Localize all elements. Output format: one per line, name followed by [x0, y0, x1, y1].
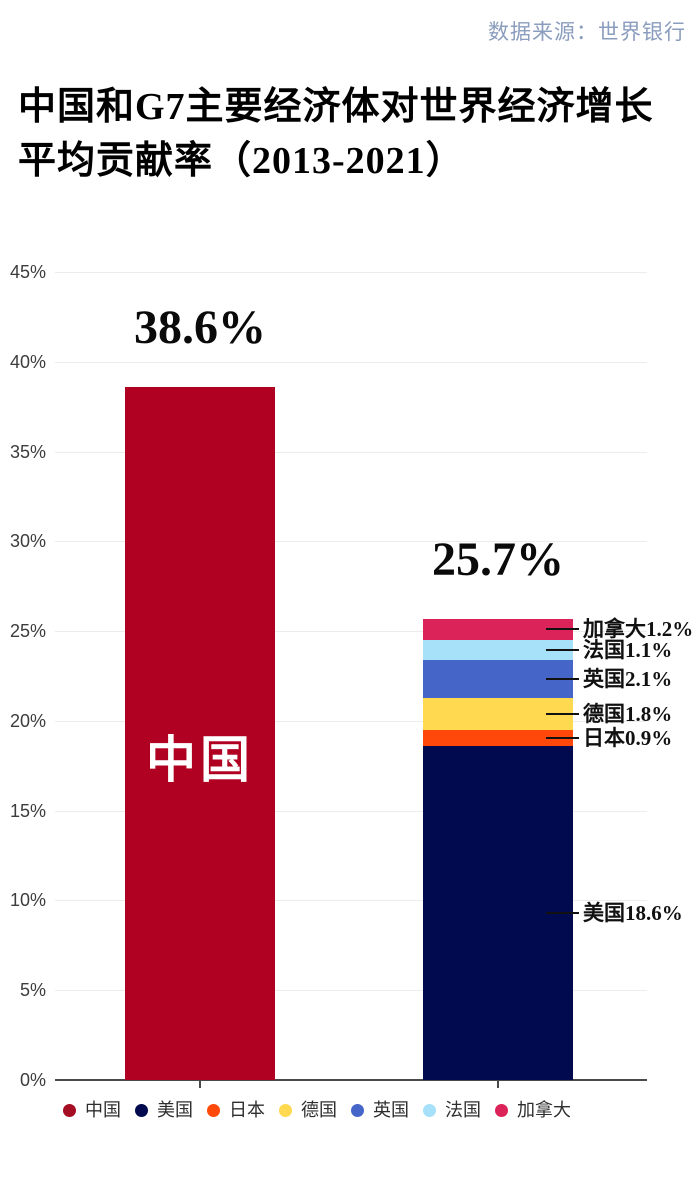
- bar-segment-加拿大: [423, 618, 573, 641]
- legend-item-中国: 中国: [63, 1100, 121, 1120]
- legend-dot-icon: [423, 1103, 436, 1117]
- gridline: [55, 361, 647, 363]
- chart-title-line1: 中国和G7主要经济体对世界经济增长: [18, 86, 654, 128]
- legend-dot-icon: [63, 1103, 76, 1117]
- data-source-note: 数据来源：世界银行: [488, 20, 686, 44]
- gridline: [55, 990, 647, 992]
- legend-label: 英国: [373, 1100, 409, 1120]
- legend-label: 加拿大: [517, 1100, 571, 1120]
- segment-annotation: 英国2.1%: [583, 666, 673, 691]
- legend-dot-icon: [351, 1103, 364, 1117]
- segment-annotation: 美国18.6%: [583, 901, 683, 925]
- y-axis-tick-label: 10%: [9, 890, 46, 911]
- legend-label: 德国: [301, 1100, 337, 1120]
- annotation-leader-line: [546, 912, 579, 914]
- chart-title: 中国和G7主要经济体对世界经济增长 平均贡献率（2013-2021）: [18, 80, 688, 188]
- y-axis-tick-label: 15%: [9, 800, 46, 821]
- annotation-leader-line: [546, 628, 579, 631]
- legend-item-法国: 法国: [423, 1100, 481, 1120]
- gridline: [55, 900, 647, 902]
- legend-item-德国: 德国: [279, 1100, 337, 1120]
- x-axis-tick: [497, 1081, 499, 1088]
- y-axis-tick-label: 35%: [9, 441, 46, 462]
- bar-total-label: 25.7%: [432, 532, 564, 586]
- gridline: [55, 541, 647, 543]
- bar-segment-中国: [125, 386, 275, 1080]
- bar-inner-label: 中国: [146, 732, 254, 789]
- gridline: [55, 451, 647, 453]
- segment-annotation: 日本0.9%: [583, 725, 673, 750]
- legend-dot-icon: [135, 1103, 148, 1117]
- y-axis-tick-label: 5%: [19, 980, 46, 1001]
- gridline: [55, 720, 647, 722]
- legend-dot-icon: [495, 1103, 508, 1117]
- bar-total-label: 38.6%: [134, 300, 266, 354]
- gridline: [55, 272, 647, 273]
- x-axis-line: [55, 1079, 647, 1081]
- legend-dot-icon: [207, 1103, 220, 1117]
- annotation-leader-line: [546, 648, 579, 651]
- legend-dot-icon: [279, 1103, 292, 1117]
- y-axis-tick-label: 0%: [19, 1070, 46, 1090]
- annotation-leader-line: [546, 712, 579, 715]
- legend-label: 日本: [229, 1100, 265, 1120]
- legend-label: 中国: [85, 1100, 121, 1120]
- annotation-leader-line: [546, 677, 579, 680]
- y-axis-tick-label: 20%: [9, 710, 46, 731]
- legend-item-日本: 日本: [207, 1100, 265, 1120]
- chart-legend: 中国 美国 日本 德国 英国 法国 加拿大: [63, 1100, 571, 1120]
- y-axis-tick-label: 40%: [9, 351, 46, 372]
- segment-annotation: 加拿大1.2%: [583, 617, 694, 642]
- legend-item-加拿大: 加拿大: [495, 1100, 571, 1120]
- bar-segment-日本: [423, 729, 573, 747]
- legend-item-英国: 英国: [351, 1100, 409, 1120]
- annotation-leader-line: [546, 736, 579, 739]
- chart-title-line2: 平均贡献率（2013-2021）: [18, 140, 465, 182]
- legend-item-美国: 美国: [135, 1100, 193, 1120]
- segment-annotation: 德国1.8%: [583, 701, 673, 726]
- segment-annotation: 法国1.1%: [583, 637, 673, 662]
- gridline: [55, 810, 647, 812]
- legend-label: 美国: [157, 1100, 193, 1120]
- y-axis-tick-label: 45%: [9, 262, 46, 282]
- bar-segment-法国: [423, 640, 573, 660]
- legend-label: 法国: [445, 1100, 481, 1120]
- y-axis-tick-label: 30%: [9, 531, 46, 552]
- gridline: [55, 631, 647, 633]
- y-axis-tick-label: 25%: [9, 621, 46, 642]
- x-axis-tick: [199, 1081, 201, 1088]
